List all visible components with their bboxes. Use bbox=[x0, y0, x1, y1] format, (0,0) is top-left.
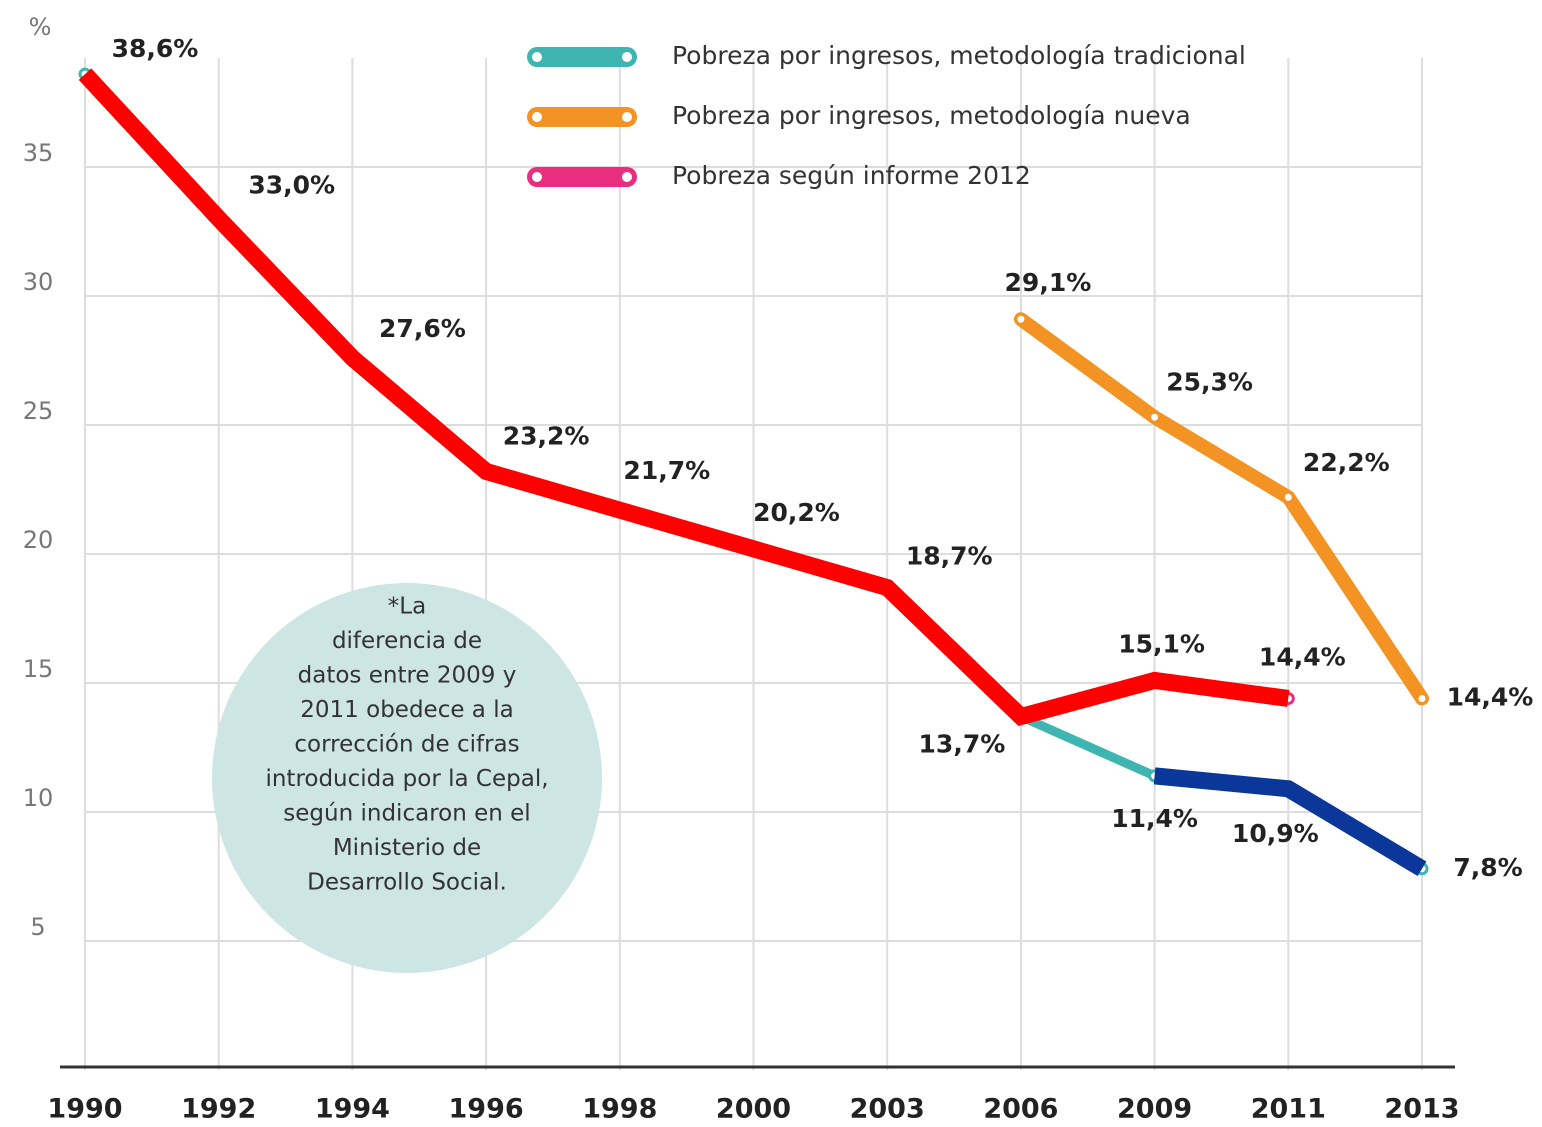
x-tick-label: 2009 bbox=[1117, 1094, 1192, 1125]
data-label: 14,4% bbox=[1447, 682, 1534, 711]
annotation-text: 2011 obedece a la bbox=[300, 697, 513, 723]
x-tick-label: 1994 bbox=[315, 1094, 390, 1125]
legend-label: Pobreza según informe 2012 bbox=[672, 161, 1031, 190]
annotation-text: corrección de cifras bbox=[294, 732, 519, 758]
legend-dot bbox=[532, 52, 542, 62]
annotation-text: *La bbox=[388, 594, 426, 620]
data-label: 23,2% bbox=[503, 421, 590, 450]
data-label: 29,1% bbox=[1005, 268, 1092, 297]
annotation-text: Ministerio de bbox=[333, 835, 481, 861]
data-point bbox=[1014, 312, 1028, 326]
legend-dot bbox=[532, 172, 542, 182]
x-tick-label: 2013 bbox=[1384, 1094, 1459, 1125]
series-line bbox=[1013, 312, 1429, 706]
data-point bbox=[1148, 410, 1162, 424]
annotation-text: según indicaron en el bbox=[283, 801, 530, 827]
y-tick-label: 25 bbox=[23, 397, 54, 425]
y-tick-label: 35 bbox=[23, 139, 54, 167]
data-point bbox=[1415, 691, 1429, 705]
y-tick-label: 15 bbox=[23, 655, 54, 683]
legend-dot bbox=[622, 112, 632, 122]
data-label: 13,7% bbox=[919, 730, 1006, 759]
x-tick-label: 2000 bbox=[716, 1094, 791, 1125]
x-tick-label: 1996 bbox=[449, 1094, 524, 1125]
data-label: 11,4% bbox=[1111, 804, 1198, 833]
y-tick-label: 20 bbox=[23, 526, 54, 554]
data-label: 38,6% bbox=[112, 34, 199, 63]
annotation-text: diferencia de bbox=[332, 628, 482, 654]
data-label: 15,1% bbox=[1118, 629, 1205, 658]
data-label: 27,6% bbox=[379, 314, 466, 343]
y-axis-label: % bbox=[29, 13, 52, 41]
data-label: 20,2% bbox=[753, 498, 840, 527]
x-tick-label: 1998 bbox=[582, 1094, 657, 1125]
annotation-bubble bbox=[212, 583, 602, 973]
data-label: 18,7% bbox=[906, 542, 993, 571]
annotation-text: Desarrollo Social. bbox=[307, 870, 507, 896]
x-tick-label: 1990 bbox=[47, 1094, 122, 1125]
legend-label: Pobreza por ingresos, metodología tradic… bbox=[672, 41, 1246, 70]
legend-dot bbox=[622, 52, 632, 62]
data-point bbox=[1281, 490, 1295, 504]
annotation-text: datos entre 2009 y bbox=[298, 663, 517, 689]
data-label: 21,7% bbox=[623, 456, 710, 485]
data-label: 10,9% bbox=[1232, 819, 1319, 848]
overlay-line bbox=[78, 68, 1290, 727]
legend-dot bbox=[622, 172, 632, 182]
x-tick-label: 2006 bbox=[983, 1094, 1058, 1125]
legend-dot bbox=[532, 112, 542, 122]
annotation-text: introducida por la Cepal, bbox=[265, 766, 548, 792]
overlay-line bbox=[1153, 767, 1427, 877]
data-label: 7,8% bbox=[1453, 853, 1522, 882]
y-tick-label: 10 bbox=[23, 784, 54, 812]
x-tick-label: 1992 bbox=[181, 1094, 256, 1125]
y-tick-label: 5 bbox=[30, 913, 45, 941]
x-tick-label: 2003 bbox=[850, 1094, 925, 1125]
data-label: 25,3% bbox=[1166, 367, 1253, 396]
x-tick-label: 2011 bbox=[1251, 1094, 1326, 1125]
data-label: 33,0% bbox=[248, 171, 335, 200]
data-label: 22,2% bbox=[1303, 448, 1390, 477]
legend-label: Pobreza por ingresos, metodología nueva bbox=[672, 101, 1191, 130]
y-tick-label: 30 bbox=[23, 268, 54, 296]
data-label: 14,4% bbox=[1259, 642, 1346, 671]
